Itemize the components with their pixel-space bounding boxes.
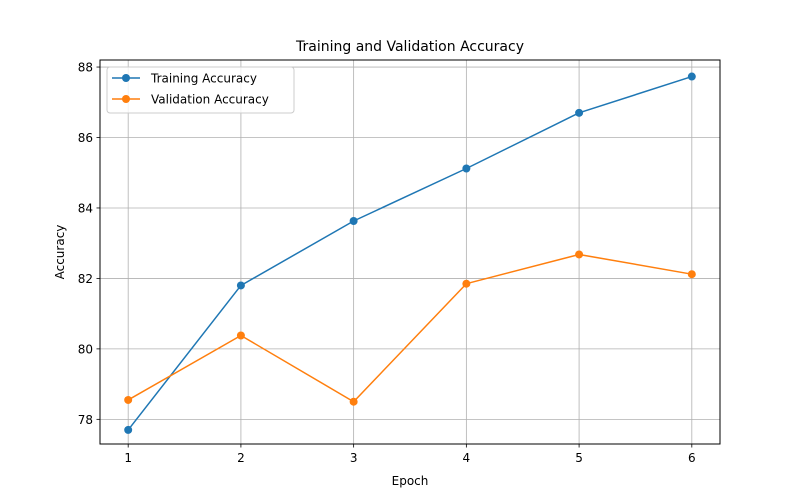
x-tick-label: 6 bbox=[688, 451, 696, 465]
x-tick-label: 2 bbox=[237, 451, 245, 465]
legend-label-training: Training Accuracy bbox=[150, 72, 257, 86]
y-tick-label: 80 bbox=[78, 342, 93, 356]
y-axis-ticks: 78 80 82 84 86 88 bbox=[78, 61, 100, 427]
grid-lines bbox=[100, 60, 720, 444]
data-point-training bbox=[575, 108, 584, 117]
x-axis-ticks: 1 2 3 4 5 6 bbox=[124, 444, 696, 465]
series-line-training bbox=[127, 75, 693, 431]
data-point-validation bbox=[462, 279, 471, 288]
data-point-validation bbox=[236, 331, 245, 340]
y-tick-label: 84 bbox=[78, 201, 93, 215]
y-tick-label: 88 bbox=[78, 61, 93, 75]
x-tick-label: 5 bbox=[575, 451, 583, 465]
legend-label-validation: Validation Accuracy bbox=[151, 93, 269, 107]
x-tick-label: 1 bbox=[124, 451, 132, 465]
legend-box bbox=[106, 66, 295, 114]
data-point-validation bbox=[124, 395, 133, 404]
data-point-validation bbox=[575, 250, 584, 259]
chart-title: Training and Validation Accuracy bbox=[295, 39, 524, 55]
data-point-training bbox=[236, 281, 245, 290]
y-tick-label: 86 bbox=[78, 131, 93, 145]
legend-marker-validation bbox=[122, 95, 130, 103]
data-point-training bbox=[462, 164, 471, 173]
data-point-validation bbox=[687, 270, 696, 279]
data-point-training bbox=[349, 216, 358, 225]
legend: Training Accuracy Validation Accuracy bbox=[106, 66, 295, 114]
data-point-validation bbox=[349, 397, 358, 406]
y-tick-label: 78 bbox=[78, 413, 93, 427]
plot-area-frame bbox=[99, 59, 721, 445]
legend-marker-training bbox=[122, 74, 130, 82]
series-line-validation bbox=[127, 253, 692, 403]
x-tick-label: 3 bbox=[350, 451, 358, 465]
x-axis-label: Epoch bbox=[392, 474, 429, 488]
y-tick-label: 82 bbox=[78, 272, 93, 286]
x-tick-label: 4 bbox=[463, 451, 471, 465]
data-point-training bbox=[687, 72, 696, 81]
y-axis-label: Accuracy bbox=[53, 225, 67, 280]
series-layer bbox=[124, 72, 696, 434]
data-point-training bbox=[124, 425, 133, 434]
